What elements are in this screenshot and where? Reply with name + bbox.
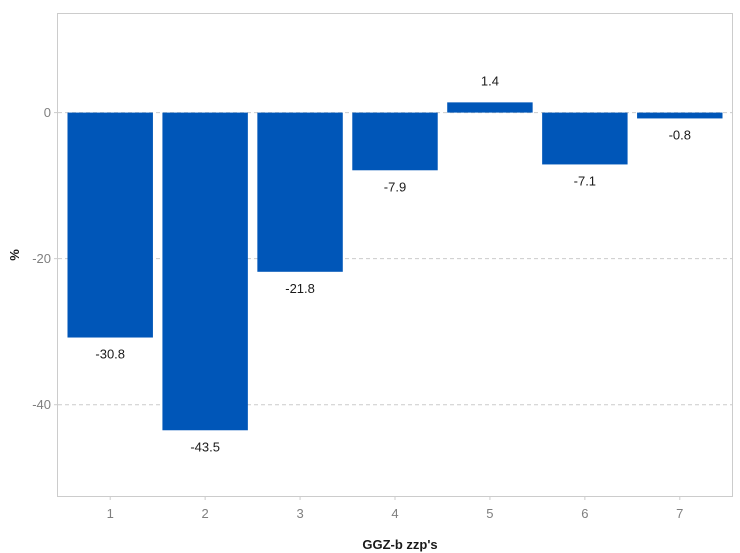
data-labels: -30.8 -43.5 -21.8 -7.9 1.4 -7.1 -0.8 [95, 73, 691, 454]
plot-border [57, 13, 733, 497]
x-tick-label: 2 [202, 506, 209, 521]
y-tick-label: -40 [32, 397, 51, 412]
x-tick-label: 5 [486, 506, 493, 521]
y-tick-label: -20 [32, 251, 51, 266]
bar [162, 112, 248, 431]
x-tick-label: 7 [676, 506, 683, 521]
bar [542, 112, 628, 165]
data-label: -21.8 [285, 281, 315, 296]
data-label: 1.4 [481, 73, 499, 88]
x-tick-label: 3 [296, 506, 303, 521]
y-axis: 0 -20 -40 [32, 105, 58, 412]
x-axis-title: GGZ-b zzp's [362, 537, 437, 552]
data-label: -7.1 [574, 173, 596, 188]
bar [257, 112, 343, 272]
bar [352, 112, 438, 171]
data-label: -0.8 [669, 127, 691, 142]
bar [637, 112, 723, 119]
data-label: -30.8 [95, 347, 125, 362]
x-tick-label: 6 [581, 506, 588, 521]
bars [67, 102, 723, 431]
data-label: -7.9 [384, 179, 406, 194]
data-label: -43.5 [190, 439, 220, 454]
bar [67, 112, 153, 338]
y-tick-label: 0 [44, 105, 51, 120]
x-tick-label: 4 [391, 506, 398, 521]
x-tick-label: 1 [107, 506, 114, 521]
bar [447, 102, 533, 113]
x-axis: 1 2 3 4 5 6 7 [107, 496, 683, 521]
y-axis-title: % [7, 249, 22, 261]
